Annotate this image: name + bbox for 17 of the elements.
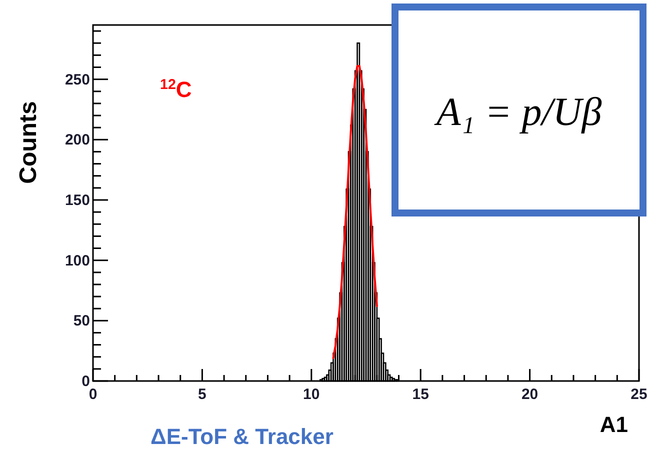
text: ΔE-ToF & Tracker	[150, 424, 334, 449]
x-tick-label: 20	[521, 386, 538, 403]
formula-box: A₁ = p/Uβ	[392, 4, 646, 216]
x-tick-label: 5	[198, 386, 206, 403]
y-axis-title: Counts	[15, 101, 42, 184]
x-tick-label: 10	[303, 386, 320, 403]
y-tick-label: 200	[64, 132, 90, 149]
y-tick-label: 250	[64, 71, 90, 88]
y-tick-label: 100	[64, 252, 90, 270]
x-tick-label: 15	[412, 386, 429, 403]
x-axis-title: A1	[600, 412, 628, 437]
annotation: A₁ = p/Uβ	[433, 89, 602, 134]
annotation: $^{12}$C	[160, 77, 192, 102]
x-tick-label: 25	[630, 386, 648, 403]
y-tick-label: 50	[73, 312, 90, 330]
y-tick-label: 150	[64, 192, 90, 209]
y-tick-label: 0	[82, 373, 90, 390]
